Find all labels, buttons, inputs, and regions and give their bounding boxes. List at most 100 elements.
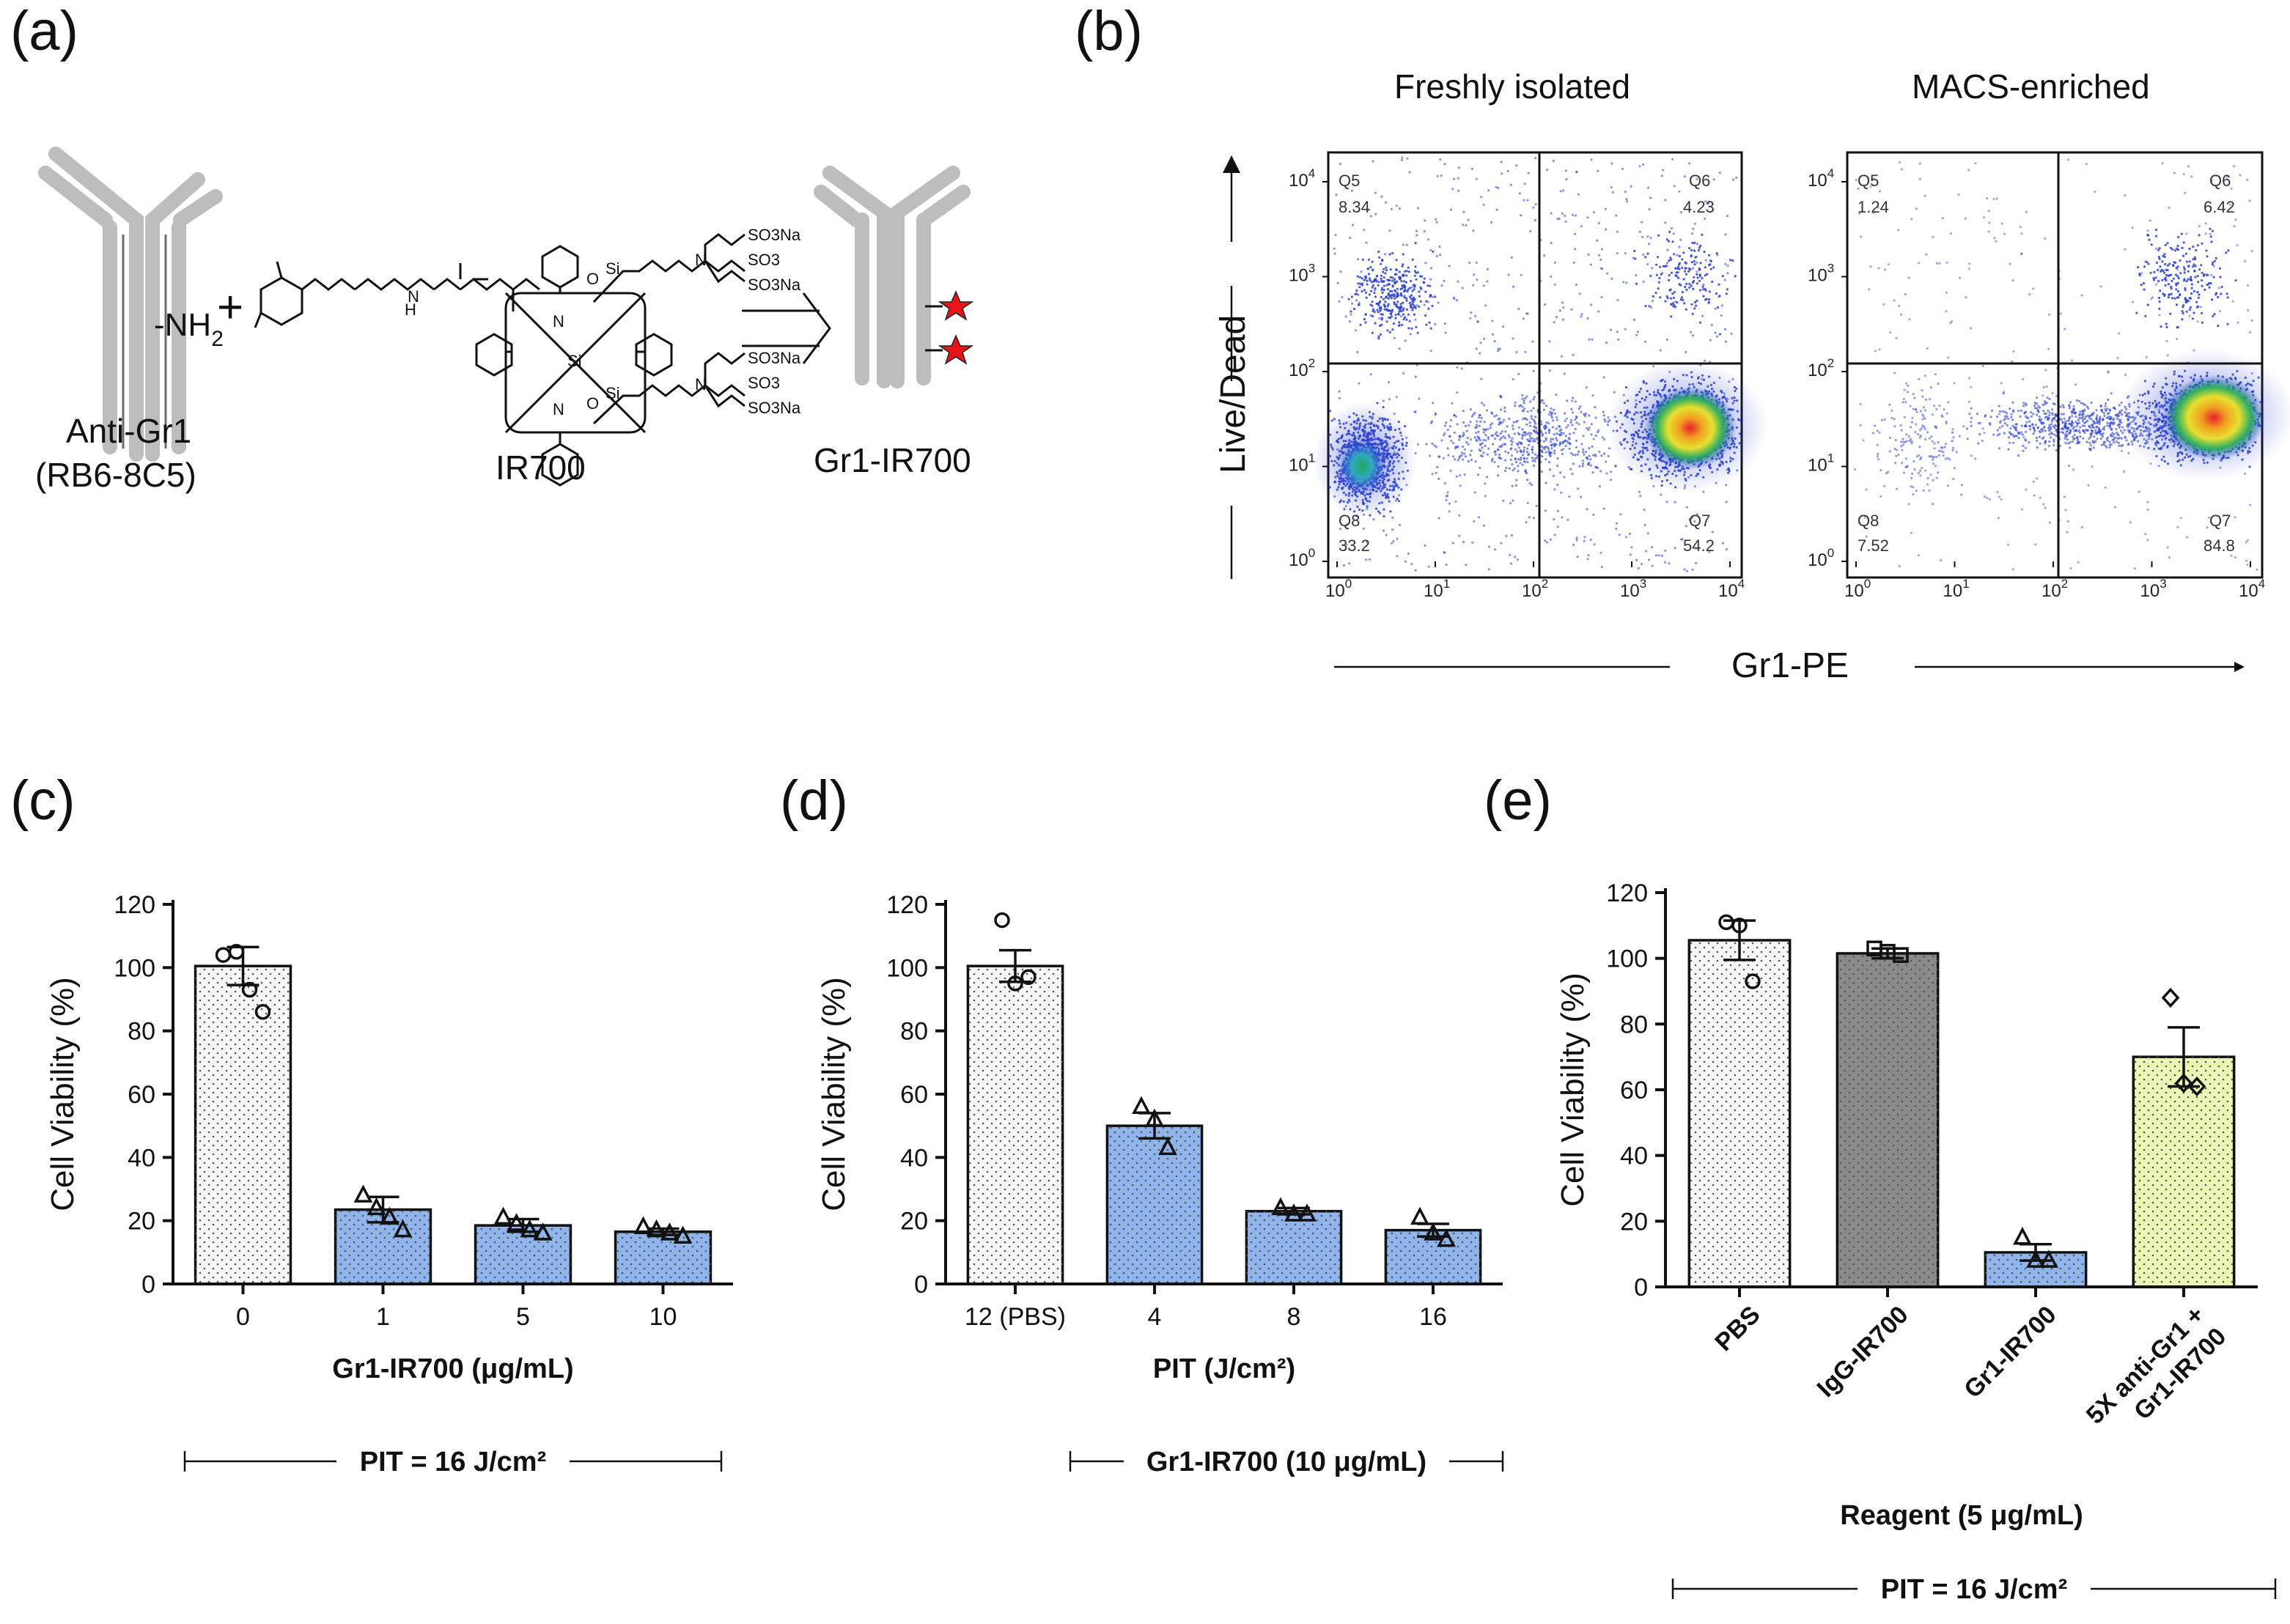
gr1-pe-axis-label: Gr1-PE: [1334, 646, 2245, 685]
data-point-diamond: [2174, 1073, 2193, 1093]
data-point-circle: [1007, 975, 1023, 992]
x-tick-label: 12 (PBS): [965, 1303, 1066, 1331]
amine-label: -NH2: [154, 307, 224, 351]
quadrant-value: 8.34: [1339, 198, 1370, 216]
y-tick-label: 40: [128, 1144, 155, 1172]
x-tick-label: Gr1-IR700: [1959, 1301, 2061, 1403]
data-point-diamond: [2187, 1076, 2206, 1097]
data-point-circle: [1731, 918, 1748, 934]
quadrant-name: Q5: [1858, 171, 1879, 190]
data-point-triangle: [1132, 1096, 1151, 1115]
svg-text:N: N: [695, 375, 707, 394]
y-tick-label: 100: [1606, 945, 1648, 973]
plus-sign: +: [217, 282, 243, 333]
svg-text:Si: Si: [605, 384, 620, 402]
x-tick-label: 103: [2140, 577, 2167, 601]
x-tick-label: 10: [649, 1303, 677, 1331]
panel-label-b: (b): [1075, 0, 1143, 62]
data-point-triangle: [1297, 1203, 1317, 1222]
bar-texture: [1246, 1211, 1341, 1284]
data-point-triangle: [367, 1197, 386, 1216]
bar-texture: [968, 966, 1063, 1284]
y-tick-label: 0: [914, 1271, 928, 1299]
svg-text:O: O: [586, 394, 599, 413]
data-point-triangle: [1437, 1228, 1456, 1247]
svg-text:SO3Na: SO3Na: [748, 349, 801, 367]
svg-text:N: N: [553, 312, 564, 331]
x-tick-label: 0: [236, 1303, 250, 1331]
quadrant-name: Q8: [1339, 512, 1360, 530]
svg-text:O: O: [586, 270, 599, 288]
x-axis-label: Reagent (5 μg/mL): [1840, 1500, 2083, 1531]
data-point-circle: [241, 981, 258, 998]
ir700-labels: SO3Na SO3 SO3Na SO3Na SO3 SO3Na Si Si Si…: [405, 226, 801, 418]
y-tick-label: 80: [128, 1018, 155, 1046]
flow-plot-macs-enriched: Q5 1.24 Q6 6.42 Q8 7.52 Q7 84.8 100 100 10…: [1808, 151, 2290, 601]
y-tick-label: 102: [1808, 356, 1834, 380]
panel-label-e: (e): [1484, 769, 1552, 832]
y-tick-label: 40: [900, 1144, 928, 1172]
svg-text:Gr1-PE: Gr1-PE: [1731, 646, 1849, 685]
quadrant-name: Q7: [2209, 512, 2231, 530]
y-tick-label: 80: [900, 1018, 928, 1046]
antibody-left: [38, 147, 223, 462]
y-tick-label: 100: [114, 954, 155, 982]
data-point-triangle: [493, 1206, 513, 1225]
bracket-label: PIT = 16 J/cm²: [1881, 1574, 2068, 1605]
data-point-circle: [254, 1004, 271, 1020]
x-tick-label: IgG-IR700: [1812, 1301, 1914, 1403]
svg-text:SO3: SO3: [748, 251, 780, 269]
quadrant-value: 7.52: [1858, 536, 1889, 555]
data-point-circle: [228, 944, 245, 960]
y-axis-label: Cell Viability (%): [1555, 972, 1591, 1207]
dye-label: IR700: [496, 449, 586, 487]
y-tick-label: 80: [1620, 1011, 1648, 1038]
y-tick-label: 103: [1808, 262, 1834, 286]
star-icon: [938, 334, 974, 365]
bar-texture: [1107, 1126, 1202, 1284]
svg-text:SO3: SO3: [748, 374, 780, 392]
data-point-triangle: [380, 1206, 400, 1225]
data-point-triangle: [520, 1219, 540, 1238]
quadrant-name: Q5: [1339, 171, 1360, 190]
ir700-structure: [254, 233, 745, 487]
x-tick-label: 100: [1325, 577, 1352, 601]
y-tick-label: 101: [1289, 451, 1315, 476]
y-tick-label: 120: [886, 891, 928, 919]
condition-bracket: PIT = 16 J/cm²: [1671, 1574, 2277, 1605]
panel-label-c: (c): [10, 769, 76, 832]
data-point-circle: [1745, 973, 1761, 989]
data-point-triangle: [1145, 1108, 1164, 1127]
x-tick-label: 102: [2042, 577, 2068, 601]
svg-text:N: N: [695, 251, 707, 269]
y-tick-label: 101: [1808, 451, 1834, 476]
data-point-triangle: [647, 1219, 666, 1238]
svg-text:H: H: [405, 300, 416, 319]
data-point-triangle: [1284, 1203, 1303, 1222]
data-point-triangle: [633, 1216, 653, 1235]
antibody-label: Anti-Gr1: [66, 412, 191, 450]
x-tick-label: 5X anti-Gr1 +Gr1-IR700: [2081, 1301, 2232, 1452]
y-tick-label: 20: [1620, 1208, 1648, 1236]
x-axis-label: PIT (J/cm²): [1153, 1354, 1295, 1384]
product-label: Gr1-IR700: [814, 441, 971, 479]
x-tick-label: 8: [1287, 1303, 1301, 1331]
quadrant-value: 54.2: [1683, 536, 1715, 555]
bar-chart-d: 0 20 40 60 80 100 120 12 (PBS) 4 8 16 Cell Viabilit…: [816, 891, 1504, 1477]
quadrant-value: 6.42: [2204, 198, 2235, 216]
condition-bracket: PIT = 16 J/cm²: [183, 1447, 723, 1477]
y-tick-label: 60: [1620, 1077, 1648, 1104]
data-point-square: [1893, 947, 1909, 963]
data-point-triangle: [393, 1219, 413, 1238]
y-tick-label: 120: [1606, 879, 1648, 907]
y-tick-label: 103: [1289, 262, 1315, 286]
svg-text:Live/Dead: Live/Dead: [1214, 315, 1253, 473]
svg-text:SO3Na: SO3Na: [748, 276, 801, 294]
quadrant-name: Q6: [2209, 171, 2231, 190]
svg-text:SO3Na: SO3Na: [748, 226, 801, 244]
y-tick-label: 60: [128, 1081, 155, 1109]
flow-title-1: Freshly isolated: [1394, 67, 1630, 106]
x-tick-label: 101: [1943, 577, 1970, 601]
x-tick-label: 101: [1424, 577, 1450, 601]
